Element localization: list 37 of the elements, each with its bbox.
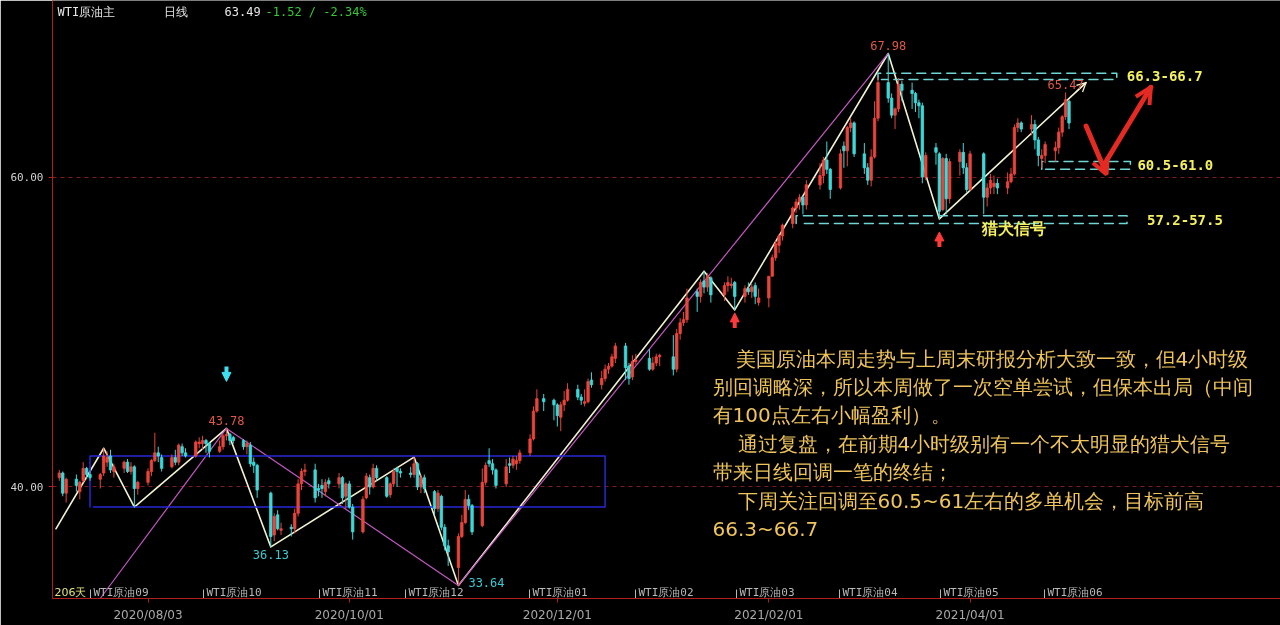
annotation: 60.5-61.0: [1137, 157, 1214, 174]
annotation: 36.13: [252, 547, 289, 562]
annotation: 66.3-66.7: [1126, 68, 1203, 85]
annotation: 有100点左右小幅盈利）。: [712, 402, 951, 427]
chart-title: WTI原油主: [57, 4, 116, 19]
annotation: 206天: [54, 586, 87, 599]
annotation: WTI原油02: [638, 586, 694, 599]
x-tick-label: 2021/04/01: [935, 607, 1005, 622]
annotation: 下周关注回调至60.5~61左右的多单机会，目标前高: [737, 488, 1205, 513]
x-tick-label: 2021/02/01: [734, 607, 804, 622]
annotation: 65.47: [1047, 78, 1084, 93]
annotation: 猎犬信号: [981, 219, 1047, 239]
y-tick-label: 40.00: [10, 480, 44, 494]
annotation: WTI原油04: [842, 586, 898, 599]
annotation: 带来日线回调一笔的终结；: [712, 459, 953, 484]
annotation: 33.64: [468, 575, 505, 590]
y-tick-label: 60.00: [10, 171, 44, 185]
annotation: 63.49: [224, 5, 261, 19]
annotation: 43.78: [208, 414, 245, 429]
annotation: 通过复盘，在前期4小时级别有一个不太明显的猎犬信号: [737, 431, 1231, 456]
annotation: 57.2-57.5: [1147, 211, 1223, 228]
annotation: WTI原油10: [206, 586, 262, 599]
annotation: WTI原油06: [1047, 586, 1103, 599]
annotation: WTI原油01: [532, 586, 588, 599]
annotation: WTI原油12: [408, 586, 464, 599]
x-tick-label: 2020/10/01: [314, 607, 384, 622]
x-tick-label: 2020/08/03: [113, 607, 183, 622]
chart-subtitle: 日线: [163, 4, 188, 19]
annotation: 别回调略深，所以本周做了一次空单尝试，但保本出局（中间: [712, 374, 1253, 399]
annotation: 66.3~66.7: [712, 516, 819, 541]
annotation: WTI原油11: [322, 586, 378, 599]
annotation: WTI原油05: [943, 586, 999, 599]
annotation: -1.52 / -2.34%: [265, 4, 368, 19]
annotation: 美国原油本周走势与上周末研报分析大致一致，但4小时级: [735, 346, 1249, 371]
x-tick-label: 2020/12/01: [522, 607, 592, 622]
annotation: WTI原油03: [739, 586, 795, 599]
annotation: 67.98: [870, 39, 907, 54]
